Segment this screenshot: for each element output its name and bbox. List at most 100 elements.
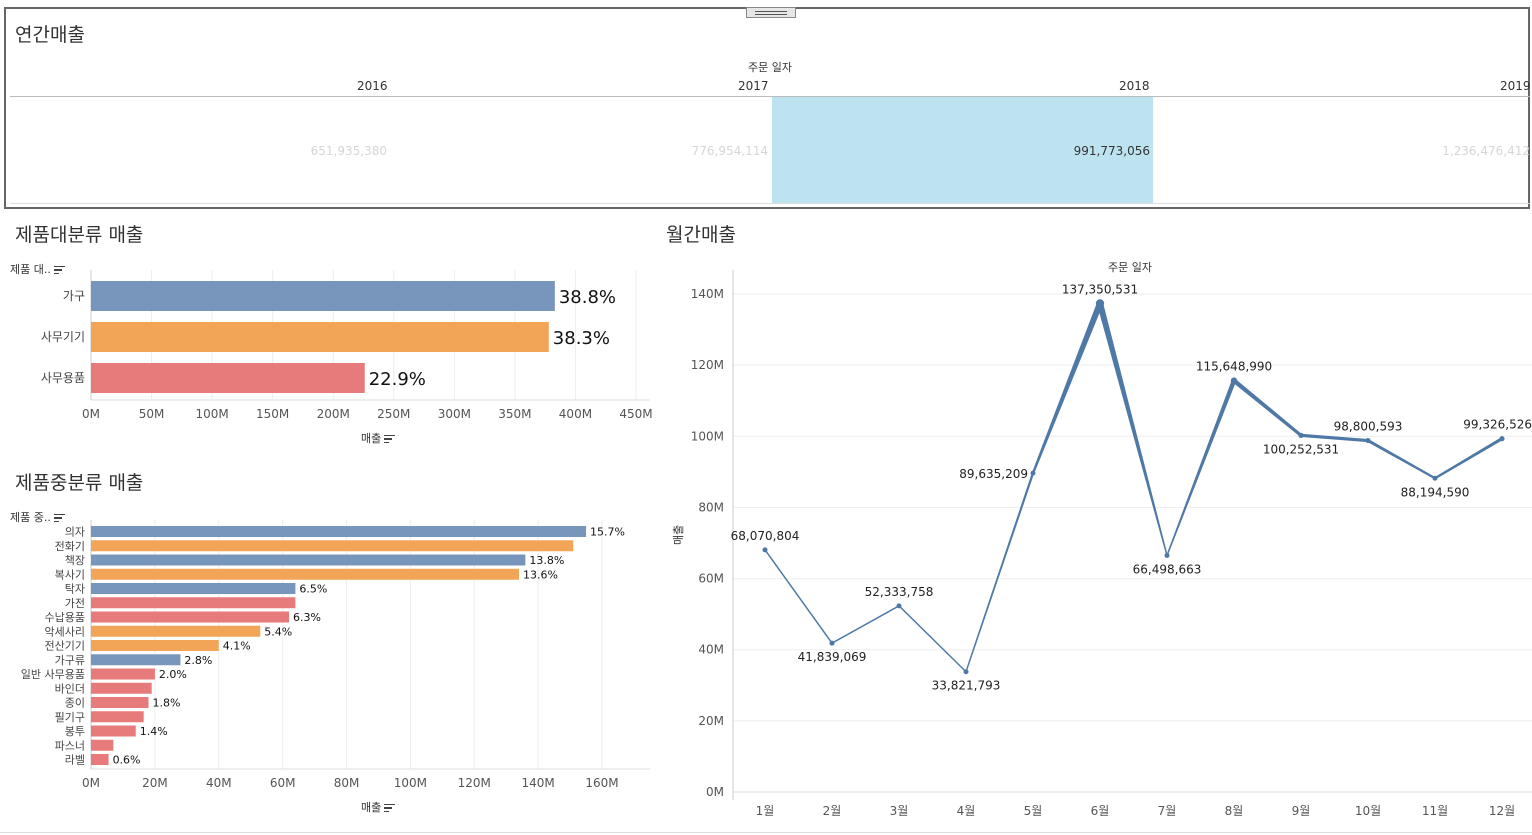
subcategory-label: 전산기기 — [45, 640, 85, 653]
subcategory-bar — [91, 568, 519, 580]
sort-icon[interactable] — [53, 265, 65, 275]
annual-sales-title: 연간매출 — [15, 24, 85, 46]
panel-drag-handle[interactable] — [746, 7, 796, 18]
subcategory-bar — [91, 625, 261, 637]
category-x-tick: 50M — [139, 407, 165, 421]
monthly-data-point — [1298, 432, 1304, 438]
annual-value-2019[interactable]: 1,236,476,412 — [1442, 144, 1530, 158]
category-label: 사무용품 — [41, 371, 85, 385]
monthly-y-tick: 80M — [698, 500, 724, 514]
monthly-data-point — [762, 547, 768, 553]
monthly-line-segment — [1232, 378, 1302, 437]
category-value-label: 38.3% — [553, 328, 610, 349]
sort-icon[interactable] — [384, 434, 396, 444]
subcategory-value-label: 13.8% — [529, 554, 564, 567]
monthly-data-point — [1365, 438, 1371, 444]
year-2017-header[interactable]: 2017 — [738, 79, 769, 93]
monthly-data-label: 88,194,590 — [1401, 485, 1470, 499]
monthly-line-segment — [1031, 302, 1103, 474]
monthly-y-tick: 100M — [691, 429, 724, 443]
monthly-data-label: 52,333,758 — [865, 585, 934, 599]
monthly-data-label: 66,498,663 — [1133, 562, 1202, 576]
monthly-y-tick: 60M — [698, 572, 724, 586]
monthly-data-label: 137,350,531 — [1062, 282, 1138, 296]
annual-value-2018[interactable]: 991,773,056 — [1073, 144, 1150, 158]
sort-icon[interactable] — [384, 803, 396, 813]
monthly-data-point — [829, 640, 835, 646]
category-sales-title: 제품대분류 매출 — [15, 224, 144, 246]
subcategory-value-label: 2.8% — [184, 654, 212, 667]
monthly-line-segment — [1367, 439, 1436, 480]
subcategory-bar — [91, 597, 296, 609]
subcategory-xlabel-text: 매출 — [361, 801, 382, 814]
category-value-label: 38.8% — [559, 287, 616, 308]
monthly-line-segment — [965, 472, 1035, 672]
year-2018-header[interactable]: 2018 — [1119, 79, 1150, 93]
subcategory-value-label: 13.6% — [523, 568, 558, 581]
subcategory-sales-title: 제품중분류 매출 — [15, 472, 144, 494]
category-x-tick: 0M — [82, 407, 100, 421]
annual-value-2017[interactable]: 776,954,114 — [691, 144, 768, 158]
monthly-line-segment — [1434, 437, 1503, 480]
monthly-x-tick: 1월 — [756, 804, 775, 818]
monthly-data-point — [1095, 299, 1105, 308]
subcategory-value-label: 6.5% — [299, 583, 327, 596]
subcategory-x-tick: 40M — [206, 776, 232, 790]
annual-sales-panel[interactable] — [4, 7, 1530, 209]
monthly-x-tick: 3월 — [890, 804, 909, 818]
subcategory-bar — [91, 540, 574, 552]
subcategory-x-tick: 120M — [458, 776, 491, 790]
category-x-tick: 150M — [256, 407, 289, 421]
monthly-data-label: 68,070,804 — [731, 529, 800, 543]
subcategory-value-label: 1.4% — [140, 725, 168, 738]
subcategory-bar — [91, 754, 109, 765]
monthly-y-tick: 40M — [698, 643, 724, 657]
subcategory-xlabel[interactable]: 매출 — [361, 799, 396, 815]
subcategory-bar — [91, 611, 290, 623]
subcategory-value-label: 5.4% — [264, 625, 292, 638]
monthly-data-label: 100,252,531 — [1263, 442, 1339, 456]
subcategory-bar — [91, 711, 144, 723]
subcategory-x-tick: 20M — [142, 776, 168, 790]
subcategory-label: 봉투 — [65, 725, 85, 738]
monthly-x-tick: 8월 — [1225, 804, 1244, 818]
monthly-y-tick: 0M — [706, 785, 724, 799]
subcategory-label: 종이 — [65, 697, 85, 710]
subcategory-value-label: 1.8% — [152, 697, 180, 710]
annual-bottom-divider — [10, 203, 1530, 204]
subcategory-label: 수납용품 — [45, 611, 85, 624]
subcategory-bar — [91, 526, 587, 537]
category-label: 가구 — [63, 289, 85, 303]
subcategory-bar — [91, 654, 181, 666]
category-bar-chart: 0M 50M 100M 150M 200M 250M 300M 350M 400M 450M 가구 3… — [41, 270, 653, 421]
monthly-line-segment — [898, 605, 967, 673]
monthly-data-label: 98,800,593 — [1334, 420, 1403, 434]
category-xlabel[interactable]: 매출 — [361, 430, 396, 446]
subcategory-axis-field-label: 제품 중.. — [10, 511, 51, 524]
dashboard-bottom-border — [0, 832, 1532, 833]
subcategory-bar-chart: 0M 20M 40M 60M 80M 100M 120M 140M 160M 의자 15.7% 전화기… — [21, 520, 650, 790]
monthly-x-tick: 11월 — [1422, 804, 1448, 818]
annual-selected-cell-highlight[interactable] — [772, 97, 1153, 203]
year-2016-header[interactable]: 2016 — [357, 79, 388, 93]
monthly-x-tick: 7월 — [1158, 804, 1177, 818]
monthly-x-tick: 4월 — [957, 804, 976, 818]
subcategory-label: 악세사리 — [45, 625, 85, 638]
subcategory-value-label: 0.6% — [113, 754, 141, 767]
category-axis-field[interactable]: 제품 대.. — [10, 261, 65, 277]
subcategory-bar — [91, 583, 296, 594]
subcategory-value-label: 2.0% — [159, 668, 187, 681]
monthly-x-tick: 5월 — [1024, 804, 1043, 818]
year-2019-header[interactable]: 2019 — [1500, 79, 1531, 93]
monthly-x-tick: 2월 — [823, 804, 842, 818]
subcategory-x-tick: 80M — [334, 776, 360, 790]
subcategory-label: 책장 — [65, 554, 85, 567]
monthly-data-label: 41,839,069 — [798, 650, 867, 664]
sort-icon[interactable] — [53, 513, 65, 523]
annual-value-2016[interactable]: 651,935,380 — [310, 144, 387, 158]
subcategory-bar — [91, 668, 155, 680]
category-x-tick: 400M — [559, 407, 592, 421]
monthly-x-tick: 10월 — [1355, 804, 1381, 818]
annual-header-divider — [10, 96, 1530, 97]
subcategory-axis-field[interactable]: 제품 중.. — [10, 509, 65, 525]
